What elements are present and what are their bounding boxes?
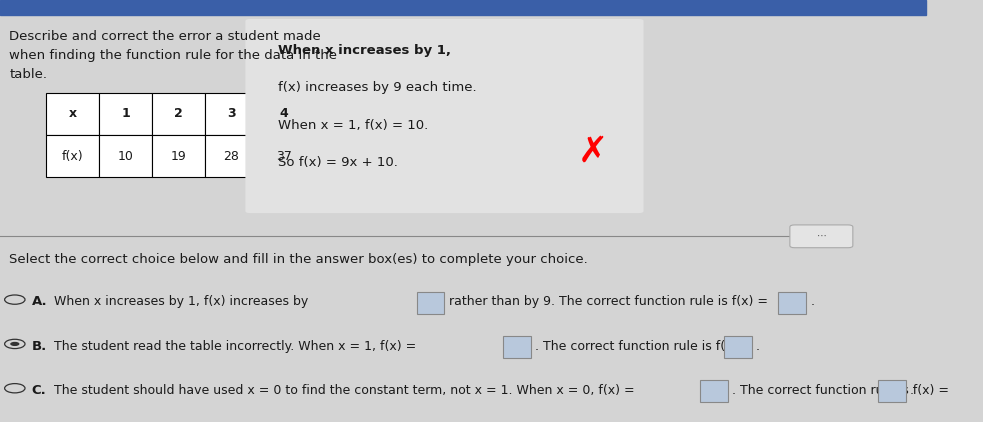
- Text: So f(x) = 9x + 10.: So f(x) = 9x + 10.: [278, 156, 398, 169]
- Bar: [99, 135, 151, 177]
- Text: 2: 2: [174, 108, 183, 120]
- Bar: [0, 0, 926, 15]
- Text: 10: 10: [118, 150, 134, 162]
- Bar: [417, 292, 444, 314]
- Text: . The correct function rule is f(x) =: . The correct function rule is f(x) =: [731, 384, 949, 397]
- Bar: [204, 135, 258, 177]
- Text: The student should have used x = 0 to find the constant term, not x = 1. When x : The student should have used x = 0 to fi…: [54, 384, 634, 397]
- Text: ✗: ✗: [577, 135, 607, 169]
- Text: 4: 4: [279, 108, 288, 120]
- Text: 3: 3: [227, 108, 235, 120]
- Bar: [204, 93, 258, 135]
- Bar: [503, 336, 531, 358]
- Text: ⋯: ⋯: [817, 231, 827, 241]
- Text: .: .: [756, 340, 760, 353]
- Text: 28: 28: [223, 150, 239, 162]
- Text: 19: 19: [170, 150, 186, 162]
- Text: Describe and correct the error a student made
when finding the function rule for: Describe and correct the error a student…: [9, 30, 337, 81]
- Text: 37: 37: [276, 150, 292, 162]
- FancyBboxPatch shape: [246, 19, 644, 213]
- Bar: [724, 336, 752, 358]
- Text: 1: 1: [121, 108, 130, 120]
- Text: A.: A.: [31, 295, 47, 308]
- Text: C.: C.: [31, 384, 46, 397]
- Bar: [151, 135, 204, 177]
- Bar: [778, 292, 806, 314]
- Bar: [700, 380, 727, 402]
- Bar: [258, 93, 311, 135]
- Bar: [878, 380, 905, 402]
- Text: .: .: [810, 295, 814, 308]
- Text: Select the correct choice below and fill in the answer box(es) to complete your : Select the correct choice below and fill…: [9, 253, 588, 266]
- Text: B.: B.: [31, 340, 47, 353]
- Text: f(x) increases by 9 each time.: f(x) increases by 9 each time.: [278, 81, 477, 95]
- Bar: [151, 93, 204, 135]
- Text: rather than by 9. The correct function rule is f(x) =: rather than by 9. The correct function r…: [449, 295, 768, 308]
- FancyBboxPatch shape: [790, 225, 853, 248]
- Text: The student read the table incorrectly. When x = 1, f(x) =: The student read the table incorrectly. …: [54, 340, 416, 353]
- Bar: [258, 135, 311, 177]
- Text: f(x): f(x): [62, 150, 84, 162]
- Circle shape: [10, 342, 20, 346]
- Text: . The correct function rule is f(x) =: . The correct function rule is f(x) =: [535, 340, 752, 353]
- Text: .: .: [909, 384, 913, 397]
- Bar: [46, 135, 99, 177]
- Text: When x = 1, f(x) = 10.: When x = 1, f(x) = 10.: [278, 119, 428, 132]
- Text: When x increases by 1, f(x) increases by: When x increases by 1, f(x) increases by: [54, 295, 308, 308]
- Text: x: x: [69, 108, 77, 120]
- Bar: [46, 93, 99, 135]
- Bar: [99, 93, 151, 135]
- Text: When x increases by 1,: When x increases by 1,: [278, 44, 451, 57]
